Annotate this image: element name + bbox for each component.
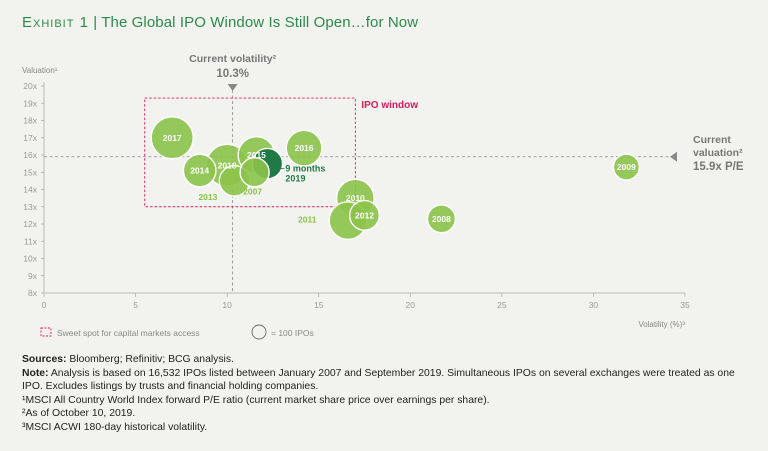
bubble-2012 bbox=[348, 199, 381, 231]
y-tick-label: 14x bbox=[23, 185, 37, 195]
y-tick-label: 13x bbox=[23, 202, 37, 212]
bubble-chart: 8x 9x 10x 11x 12x 13x 14x 15x 16x 17x 18x 19x 20x Val… bbox=[22, 53, 744, 340]
y-tick-label: 17x bbox=[23, 133, 37, 143]
x-tick-label: 5 bbox=[133, 300, 138, 310]
y-tick-label: 11x bbox=[24, 236, 38, 246]
legend-sweet-spot-swatch bbox=[40, 327, 52, 337]
legend-bubble-swatch bbox=[251, 324, 267, 340]
bubble-label: 2014 bbox=[190, 166, 209, 176]
bubble-label: 2010 bbox=[346, 193, 365, 203]
current-volatility-value: 10.3% bbox=[216, 68, 249, 80]
bubble-label: 2018 bbox=[218, 160, 237, 170]
y-tick-label: 20x bbox=[23, 81, 37, 91]
bubble-2017 bbox=[150, 116, 194, 160]
y-tick-label: 8x bbox=[28, 288, 38, 298]
x-tick-label: 35 bbox=[680, 300, 690, 310]
exhibit-number: Exhibit 1 bbox=[22, 14, 89, 31]
bubble-label: 2015 bbox=[247, 150, 266, 160]
x-tick-label: 10 bbox=[222, 300, 232, 310]
y-tick-label: 12x bbox=[23, 219, 37, 229]
current-valuation-value: 15.9x P/E bbox=[693, 161, 744, 173]
legend-bubble-label: = 100 IPOs bbox=[271, 328, 314, 338]
sources-line: Sources: Bloomberg; Refinitiv; BCG analy… bbox=[22, 353, 757, 367]
y-tick-label: 19x bbox=[23, 98, 37, 108]
y-tick-label: 15x bbox=[23, 167, 37, 177]
note-label: Note: bbox=[22, 367, 49, 379]
bubble-label: 2008 bbox=[432, 214, 451, 224]
x-axis-label: Volatility (%)³ bbox=[638, 320, 685, 329]
x-tick-label: 0 bbox=[42, 300, 47, 310]
note-text: Analysis is based on 16,532 IPOs listed … bbox=[22, 367, 735, 393]
title-separator: | bbox=[88, 14, 102, 31]
note-line: Note: Analysis is based on 16,532 IPOs l… bbox=[22, 367, 757, 394]
x-tick-label: 30 bbox=[589, 300, 599, 310]
y-axis-label: Valuation¹ bbox=[22, 66, 58, 75]
bubble-label: 2012 bbox=[355, 210, 374, 220]
bubble-2007 bbox=[239, 157, 270, 188]
sources-text: Bloomberg; Refinitiv; BCG analysis. bbox=[66, 354, 234, 365]
ipo-window-box bbox=[144, 97, 356, 208]
ipo-window-label: IPO window bbox=[361, 100, 418, 111]
title-text: The Global IPO Window Is Still Open…for … bbox=[101, 14, 419, 31]
bubble-2014 bbox=[182, 153, 217, 188]
footnote-3: ³MSCI ACWI 180-day historical volatility… bbox=[22, 421, 208, 433]
bubble-2016 bbox=[285, 129, 323, 167]
bubble-label: 2007 bbox=[243, 186, 262, 196]
current-volatility-marker bbox=[227, 84, 238, 91]
x-tick-label: 20 bbox=[406, 300, 416, 310]
x-tick-label: 25 bbox=[497, 300, 507, 310]
bubble-label: 9 months 2019 bbox=[285, 164, 325, 184]
sources-label: Sources: bbox=[22, 354, 67, 365]
bubble-label: 2017 bbox=[163, 133, 182, 143]
y-tick-label: 18x bbox=[23, 116, 37, 126]
bubble-label: 2013 bbox=[198, 192, 217, 202]
legend-sweet-spot-label: Sweet spot for capital markets access bbox=[57, 328, 200, 338]
bubble-label: 2009 bbox=[617, 162, 636, 172]
y-tick-label: 9x bbox=[28, 271, 38, 281]
footnote-2: ²As of October 10, 2019. bbox=[22, 408, 136, 419]
x-tick-label: 15 bbox=[314, 300, 324, 310]
current-valuation-label-2: valuation² bbox=[693, 147, 743, 159]
bubble-label: 2011 bbox=[298, 215, 317, 225]
chart-notes: Sources: Bloomberg; Refinitiv; BCG analy… bbox=[22, 353, 757, 434]
current-valuation-marker bbox=[670, 151, 677, 162]
current-valuation-label-1: Current bbox=[693, 134, 731, 146]
footnote-1: ¹MSCI All Country World Index forward P/… bbox=[22, 394, 490, 406]
exhibit-title: Exhibit 1 | The Global IPO Window Is Sti… bbox=[22, 14, 418, 31]
bubble-2008 bbox=[426, 204, 457, 234]
current-volatility-label: Current volatility² bbox=[189, 53, 276, 65]
bubble-2009 bbox=[612, 153, 641, 181]
y-tick-label: 10x bbox=[23, 254, 37, 264]
bubble-label: 2016 bbox=[295, 143, 314, 153]
y-tick-label: 16x bbox=[23, 150, 37, 160]
